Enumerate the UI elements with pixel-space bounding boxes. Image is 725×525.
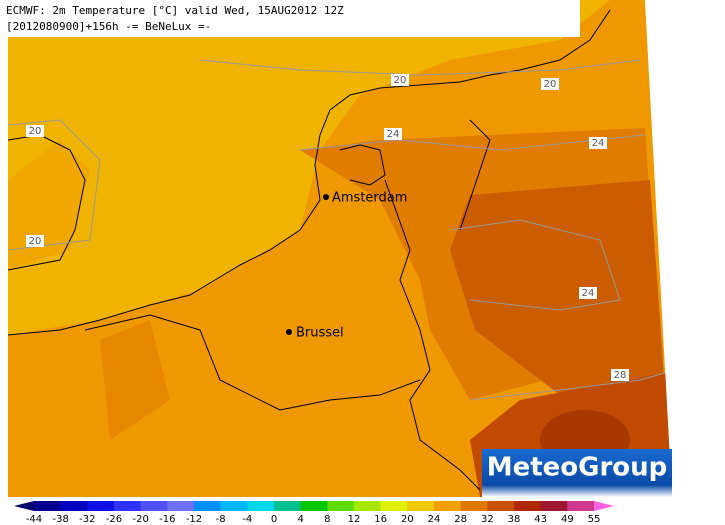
header-box xyxy=(0,0,580,37)
logo-box xyxy=(482,449,672,497)
contour-label: 20 xyxy=(544,79,557,90)
colorbar-arrow xyxy=(594,501,614,511)
colorbar-swatch xyxy=(194,501,222,511)
colorbar-tick-label: -12 xyxy=(186,514,202,525)
contour-label-box xyxy=(611,369,629,381)
colorbar-tick-label: 32 xyxy=(481,514,494,525)
contour-label-box xyxy=(26,125,44,137)
header-line: ECMWF: 2m Temperature [°C] valid Wed, 15… xyxy=(6,4,344,17)
contour-label-box xyxy=(589,137,607,149)
header-line: [2012080900]+156h -= BeNeLux =- xyxy=(6,20,211,33)
colorbar-tick-label: -8 xyxy=(216,514,226,525)
colorbar-tick-label: 43 xyxy=(534,514,547,525)
colorbar-tick-label: 28 xyxy=(454,514,467,525)
colorbar-swatch xyxy=(540,501,568,511)
contour-label-box xyxy=(579,287,597,299)
colorbar-tick-label: 38 xyxy=(508,514,521,525)
city-dot xyxy=(286,329,292,335)
contour-label-box xyxy=(541,78,559,90)
contour-label-box xyxy=(26,235,44,247)
isotherms xyxy=(8,59,669,401)
colorbar-swatch xyxy=(114,501,142,511)
colorbar-tick-label: -32 xyxy=(79,514,95,525)
colorbar-swatch xyxy=(460,501,488,511)
colorbar-tick-label: -44 xyxy=(26,514,42,525)
colorbar-tick-label: -20 xyxy=(132,514,148,525)
colorbar-swatch xyxy=(354,501,382,511)
colorbar-swatch xyxy=(247,501,275,511)
colorbar-swatch xyxy=(220,501,248,511)
colorbar-tick-label: -26 xyxy=(106,514,122,525)
colorbar-swatch xyxy=(567,501,595,511)
coastlines xyxy=(8,9,611,491)
temperature-field xyxy=(8,0,672,497)
city-label: Amsterdam xyxy=(332,191,407,206)
colorbar-swatch xyxy=(167,501,195,511)
colorbar-tick-label: 12 xyxy=(348,514,361,525)
contour-label: 24 xyxy=(592,138,605,149)
colorbar-swatch xyxy=(327,501,355,511)
contour-label: 28 xyxy=(614,370,627,381)
contour-label: 20 xyxy=(29,236,42,247)
contour-label-box xyxy=(391,74,409,86)
colorbar-swatch xyxy=(380,501,408,511)
contour-label-box xyxy=(384,128,402,140)
colorbar-swatch xyxy=(87,501,115,511)
colorbar-swatch xyxy=(60,501,88,511)
colorbar-tick-label: 16 xyxy=(374,514,387,525)
colorbar-swatch xyxy=(407,501,435,511)
colorbar-tick-label: -16 xyxy=(159,514,175,525)
colorbar-swatch xyxy=(274,501,302,511)
contour-label: 24 xyxy=(387,129,400,140)
contour-label: 20 xyxy=(29,126,42,137)
city-dot xyxy=(323,194,329,200)
logo: MeteoGroup xyxy=(487,453,668,483)
colorbar-tick-label: 49 xyxy=(561,514,574,525)
colorbar-tick-label: 0 xyxy=(271,514,277,525)
colorbar-swatch xyxy=(487,501,515,511)
colorbar-swatch xyxy=(34,501,62,511)
colorbar-swatch xyxy=(514,501,542,511)
colorbar-swatch xyxy=(300,501,328,511)
colorbar-swatch xyxy=(140,501,168,511)
colorbar-tick-label: 24 xyxy=(428,514,441,525)
colorbar-tick-label: -4 xyxy=(242,514,252,525)
colorbar-tick-label: 20 xyxy=(401,514,414,525)
contour-label: 20 xyxy=(394,75,407,86)
colorbar-tick-label: 55 xyxy=(588,514,601,525)
colorbar-arrow xyxy=(14,501,34,511)
colorbar-tick-label: -38 xyxy=(52,514,68,525)
colorbar-swatch xyxy=(434,501,462,511)
colorbar-tick-label: 8 xyxy=(324,514,330,525)
colorbar-tick-label: 4 xyxy=(297,514,303,525)
contour-label: 24 xyxy=(582,288,595,299)
city-label: Brussel xyxy=(296,326,344,341)
